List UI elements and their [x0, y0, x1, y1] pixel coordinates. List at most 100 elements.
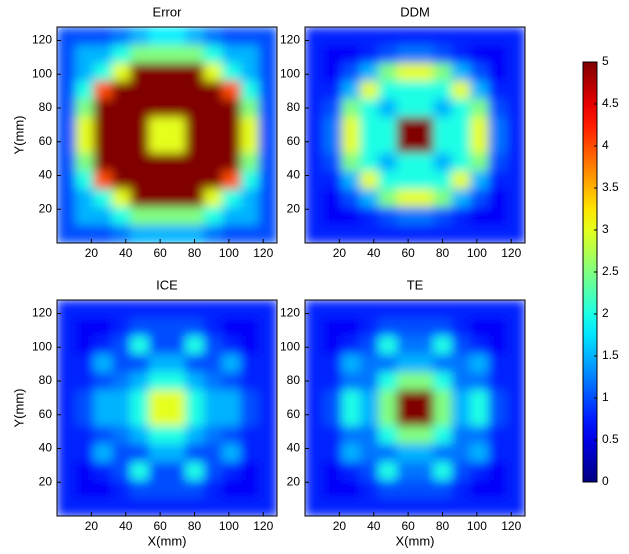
colorbar-tick-label: 4.5	[602, 96, 619, 110]
cell	[148, 207, 168, 226]
cell	[258, 207, 277, 226]
cell	[167, 318, 186, 337]
cell	[488, 336, 508, 355]
cell	[360, 207, 379, 226]
cell	[93, 390, 113, 409]
cell	[506, 408, 525, 427]
cell	[378, 390, 398, 409]
cell	[396, 300, 416, 319]
cell	[451, 498, 471, 516]
cell	[93, 171, 113, 190]
cell	[75, 300, 95, 319]
cell	[470, 117, 489, 136]
plot-area	[305, 27, 525, 243]
y-tick-label: 40	[287, 441, 301, 455]
cell	[360, 390, 379, 409]
cell	[57, 426, 76, 445]
cell	[415, 354, 434, 373]
cell	[57, 462, 76, 481]
cell	[305, 300, 324, 319]
cell	[323, 444, 343, 463]
cell	[130, 444, 150, 463]
cell	[148, 300, 168, 319]
cell	[93, 300, 113, 319]
cell	[167, 189, 186, 208]
cell	[470, 408, 489, 427]
cell	[57, 45, 76, 64]
cell	[396, 153, 416, 172]
cell	[167, 498, 186, 516]
cell	[451, 207, 471, 226]
cell	[470, 318, 489, 337]
cell	[470, 372, 489, 391]
cell	[323, 462, 343, 481]
cell	[470, 189, 489, 208]
cell	[305, 81, 324, 100]
cell	[470, 225, 489, 243]
cell	[57, 171, 76, 190]
cell	[378, 480, 398, 499]
cell	[185, 225, 205, 243]
cell	[167, 81, 186, 100]
cell	[130, 189, 150, 208]
cell	[203, 462, 223, 481]
cell	[341, 171, 361, 190]
cell	[305, 171, 324, 190]
y-tick-label: 80	[287, 373, 301, 387]
heatmap-cells	[305, 300, 525, 516]
cell	[305, 135, 324, 154]
cell	[360, 63, 379, 82]
cell	[167, 372, 186, 391]
cell	[323, 336, 343, 355]
cell	[93, 135, 113, 154]
cell	[258, 444, 277, 463]
cell	[305, 390, 324, 409]
cell	[75, 480, 95, 499]
cell	[258, 480, 277, 499]
chart-title: TE	[407, 277, 424, 292]
cell	[148, 354, 168, 373]
cell	[341, 390, 361, 409]
cell	[323, 63, 343, 82]
cell	[75, 426, 95, 445]
cell	[341, 189, 361, 208]
cell	[75, 45, 95, 64]
cell	[167, 336, 186, 355]
cell	[433, 27, 453, 46]
x-tick-label: 40	[367, 519, 381, 533]
cell	[433, 408, 453, 427]
plot-area	[305, 300, 525, 516]
cell	[396, 189, 416, 208]
cell	[148, 318, 168, 337]
cell	[130, 135, 150, 154]
cell	[112, 336, 131, 355]
cell	[258, 45, 277, 64]
heatmap-cells	[305, 27, 525, 243]
cell	[360, 498, 379, 516]
x-axis-label: X(mm)	[148, 533, 187, 548]
cell	[341, 63, 361, 82]
cell	[488, 117, 508, 136]
cell	[378, 354, 398, 373]
cell	[396, 135, 416, 154]
cell	[488, 153, 508, 172]
cell	[433, 372, 453, 391]
cell	[415, 81, 434, 100]
cell	[75, 225, 95, 243]
cell	[360, 426, 379, 445]
cell	[240, 117, 260, 136]
cell	[75, 336, 95, 355]
cell	[433, 117, 453, 136]
cell	[341, 99, 361, 118]
cell	[433, 153, 453, 172]
cell	[470, 354, 489, 373]
cell	[203, 153, 223, 172]
cell	[185, 408, 205, 427]
cell	[360, 318, 379, 337]
cell	[93, 336, 113, 355]
cell	[130, 99, 150, 118]
cell	[57, 153, 76, 172]
cell	[433, 63, 453, 82]
cell	[360, 408, 379, 427]
